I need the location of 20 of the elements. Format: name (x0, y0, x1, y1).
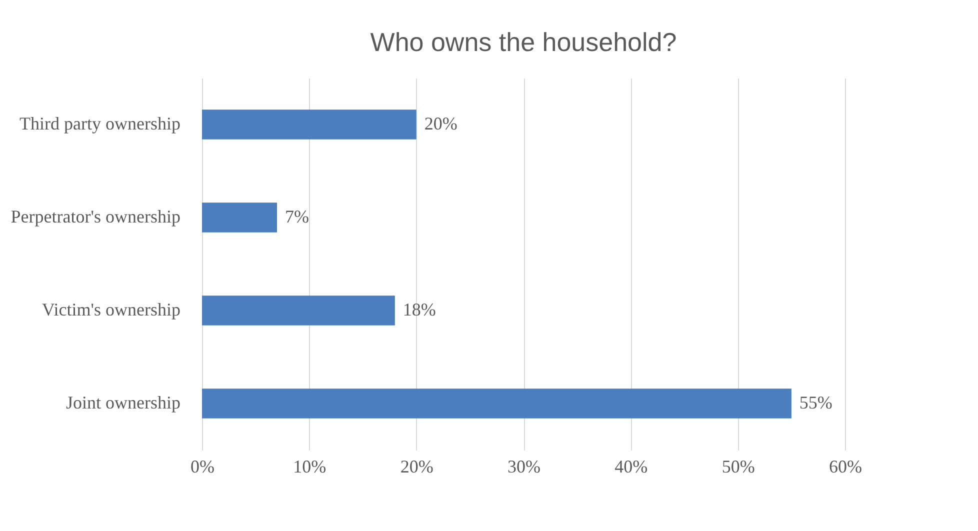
y-tick-label: Perpetrator's ownership (10, 206, 180, 226)
data-label: 18% (402, 300, 436, 320)
x-tick-label: 10% (293, 456, 326, 476)
x-tick-label: 40% (614, 456, 648, 476)
bar (202, 110, 416, 140)
bar (202, 388, 792, 418)
bar (202, 202, 278, 232)
x-tick-label: 50% (722, 456, 755, 476)
x-tick-label: 20% (400, 456, 434, 476)
y-tick-label: Third party ownership (20, 114, 180, 134)
y-tick-label: Victim's ownership (42, 300, 180, 320)
chart-title: Who owns the household? (370, 27, 677, 57)
x-tick-label: 0% (190, 456, 214, 476)
data-label: 7% (285, 206, 310, 226)
x-tick-label: 30% (508, 456, 540, 476)
x-tick-label: 60% (829, 456, 862, 476)
y-tick-label: Joint ownership (66, 392, 180, 412)
data-label: 20% (424, 114, 458, 134)
bar (202, 296, 395, 326)
data-label: 55% (799, 392, 832, 412)
